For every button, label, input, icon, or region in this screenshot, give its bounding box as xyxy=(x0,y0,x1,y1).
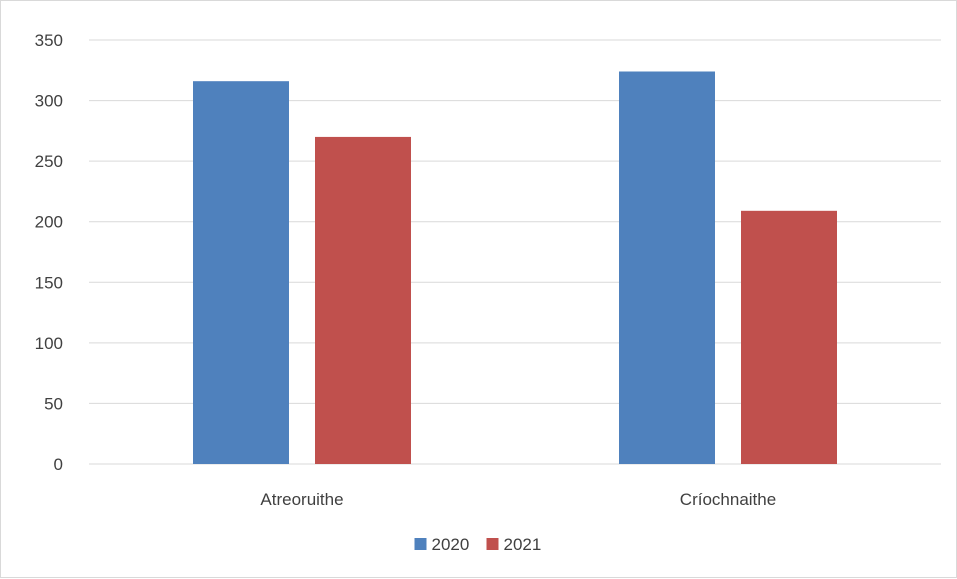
bar-2021-1 xyxy=(315,136,411,464)
bar-2020-2 xyxy=(619,71,715,465)
y-tick-label: 100 xyxy=(35,334,63,353)
y-axis-tick-labels: 0 50 100 150 200 250 300 350 xyxy=(35,31,63,474)
bar-2021-2 xyxy=(741,210,837,464)
bar-2020-1 xyxy=(193,81,289,464)
legend-swatch-2020 xyxy=(414,538,427,550)
y-tick-label: 350 xyxy=(35,31,63,50)
y-tick-label: 250 xyxy=(35,152,63,171)
x-category-label: Críochnaithe xyxy=(680,490,776,509)
bars xyxy=(193,71,837,465)
x-axis-category-labels: Atreoruithe Críochnaithe xyxy=(260,490,776,509)
legend-swatch-2021 xyxy=(486,538,499,550)
y-tick-label: 300 xyxy=(35,92,63,111)
legend-label-2021: 2021 xyxy=(504,535,542,554)
legend-label-2020: 2020 xyxy=(432,535,470,554)
y-tick-label: 150 xyxy=(35,273,63,292)
y-tick-label: 200 xyxy=(35,213,63,232)
y-tick-label: 50 xyxy=(44,394,63,413)
legend: 2020 2021 xyxy=(414,535,542,554)
y-tick-label: 0 xyxy=(54,455,63,474)
x-category-label: Atreoruithe xyxy=(260,490,343,509)
